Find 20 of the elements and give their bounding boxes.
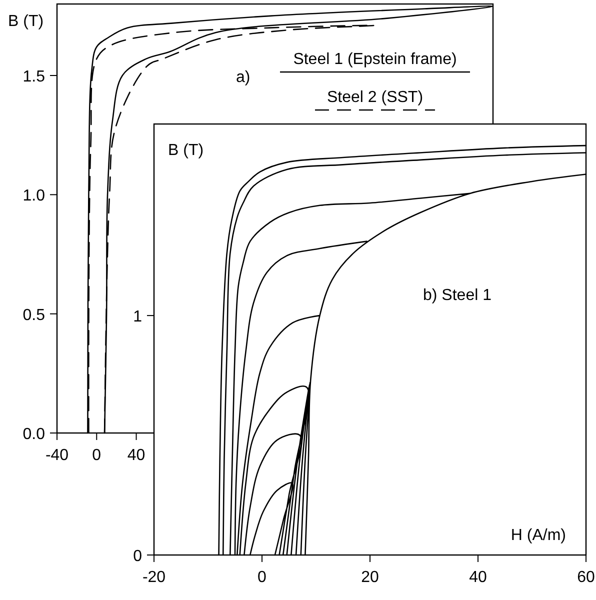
x-tick-label: 60 xyxy=(577,569,595,586)
x-tick-label: 40 xyxy=(127,447,146,464)
y-tick-label: 1.0 xyxy=(22,188,46,205)
y-tick-label: 0.0 xyxy=(22,426,46,443)
text: Steel 2 (SST) xyxy=(326,89,424,106)
y-axis-title: B (T) xyxy=(8,13,44,30)
y-axis-title: B (T) xyxy=(168,142,204,159)
x-tick-label: 40 xyxy=(469,569,487,586)
y-tick-label: 1.5 xyxy=(22,68,46,86)
annotation: b) Steel 1 xyxy=(423,287,492,304)
x-tick-label: 0 xyxy=(258,569,267,586)
x-tick-label: 20 xyxy=(361,569,379,586)
x-tick-label: -40 xyxy=(45,447,69,464)
y-tick-label: 1 xyxy=(133,308,142,326)
series-label: Steel 1 (Epstein frame) xyxy=(293,51,457,68)
x-tick-label: 0 xyxy=(92,447,102,464)
x-axis-title: H (A/m) xyxy=(510,527,566,544)
y-tick-label: 0.5 xyxy=(22,306,46,324)
x-tick-label: -20 xyxy=(142,569,166,586)
annotation: a) xyxy=(236,69,250,86)
